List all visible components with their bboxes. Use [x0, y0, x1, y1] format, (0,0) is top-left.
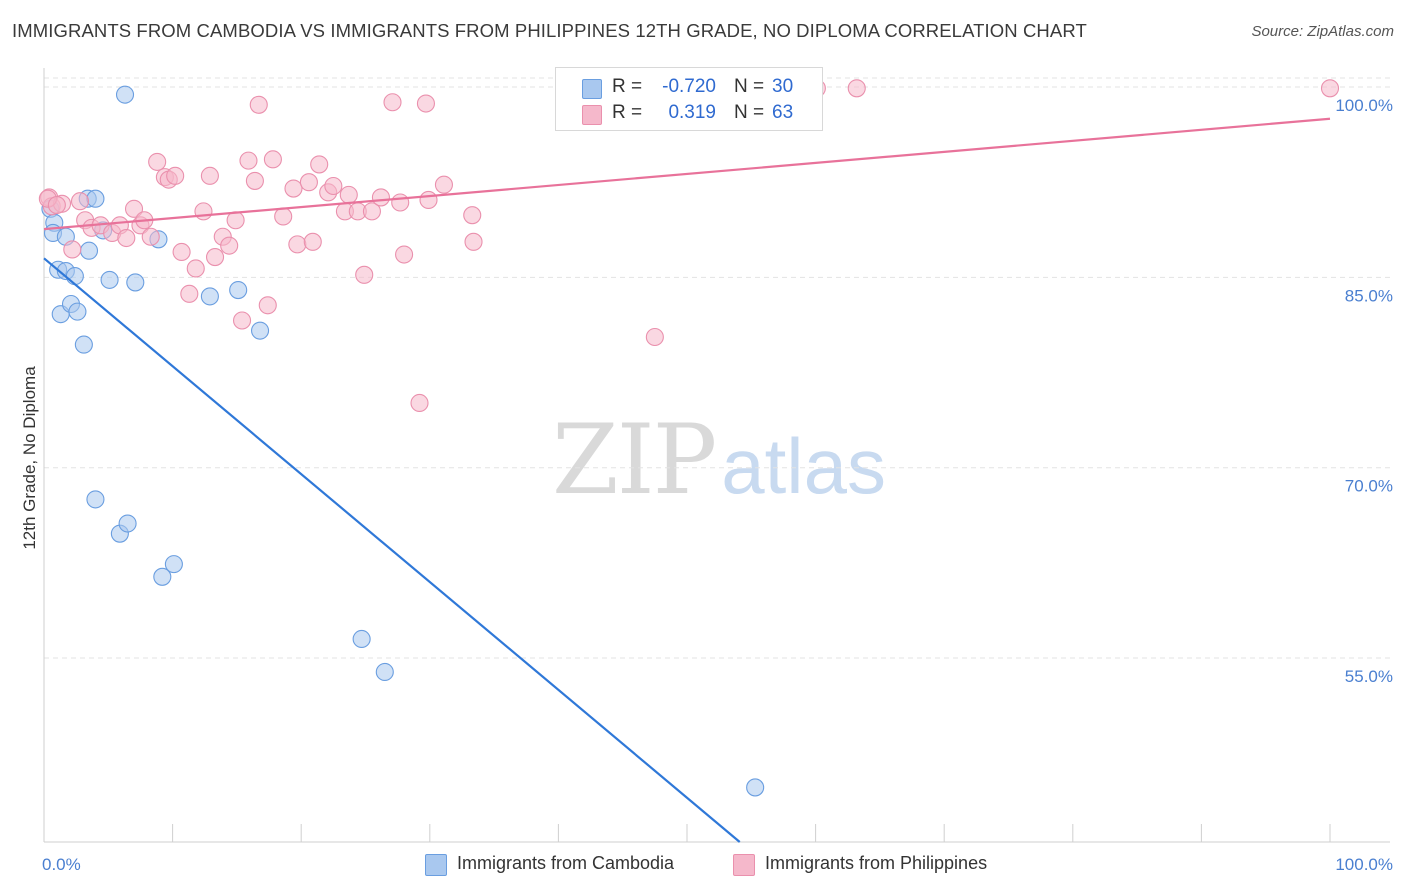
philippines-point: [172, 242, 191, 262]
cambodia-trendline: [43, 257, 741, 843]
x-tick-label: 0.0%: [42, 855, 81, 874]
philippines-point: [419, 190, 438, 210]
x-tick-label: 100.0%: [1335, 855, 1393, 874]
philippines-point: [124, 199, 144, 218]
r-value: -0.720: [662, 76, 716, 97]
cambodia-point: [746, 778, 765, 797]
philippines-point: [274, 207, 293, 226]
cambodia-point: [118, 514, 137, 533]
philippines-point: [166, 166, 185, 185]
n-value: 63: [772, 102, 794, 123]
philippines-point: [310, 155, 329, 174]
stats-legend-row-cambodia: R = -0.720 N = 30: [556, 76, 822, 100]
y-tick-label: 100.0%: [1335, 96, 1393, 115]
legend-item-cambodia[interactable]: Immigrants from Cambodia: [425, 852, 715, 876]
y-tick-label: 70.0%: [1345, 477, 1393, 496]
cambodia-point: [74, 335, 93, 354]
philippines-point: [258, 296, 277, 315]
n-label: N =: [734, 76, 765, 97]
cambodia-point: [65, 267, 84, 286]
philippines-point: [362, 202, 381, 221]
philippines-point: [180, 284, 199, 303]
legend-item-philippines[interactable]: Immigrants from Philippines: [733, 852, 1033, 876]
philippines-point: [288, 235, 307, 254]
watermark-atlas: atlas: [721, 422, 886, 510]
philippines-point: [416, 94, 435, 113]
cambodia-point: [200, 287, 219, 306]
philippines-point: [847, 79, 866, 98]
philippines-point: [148, 152, 167, 171]
cambodia-point: [250, 321, 270, 340]
philippines-point: [141, 227, 160, 246]
philippines-point: [1320, 79, 1340, 98]
cambodia-point: [229, 280, 248, 300]
philippines-swatch: [582, 105, 602, 125]
philippines-legend-swatch: [733, 854, 755, 876]
philippines-point: [383, 93, 402, 112]
cambodia-point: [100, 270, 119, 289]
legend-label-cambodia: Immigrants from Cambodia: [457, 853, 675, 873]
philippines-point: [303, 232, 322, 251]
philippines-point: [391, 193, 410, 212]
philippines-point: [284, 179, 303, 198]
cambodia-point: [375, 662, 394, 682]
philippines-point: [186, 259, 205, 278]
philippines-point: [410, 393, 429, 413]
philippines-point: [395, 245, 414, 264]
philippines-point: [263, 150, 282, 169]
cambodia-point: [126, 273, 145, 292]
watermark-zip: ZIP: [552, 404, 717, 516]
r-value: 0.319: [668, 102, 716, 123]
philippines-point: [299, 173, 318, 192]
watermark: ZIPatlas: [552, 404, 886, 516]
y-tick-label: 55.0%: [1345, 667, 1393, 686]
cambodia-point: [153, 567, 172, 586]
philippines-point: [324, 176, 343, 196]
philippines-point: [63, 240, 82, 259]
philippines-point: [47, 195, 66, 215]
source-label: Source: ZipAtlas.com: [1251, 23, 1394, 40]
philippines-point: [232, 311, 252, 330]
philippines-trendline: [43, 117, 1331, 231]
cambodia-point: [352, 629, 371, 649]
philippines-point: [220, 236, 239, 255]
y-tick-label: 85.0%: [1345, 286, 1393, 305]
r-label: R =: [612, 76, 643, 97]
n-value: 30: [772, 76, 794, 97]
philippines-point: [434, 175, 453, 194]
n-label: N =: [734, 102, 765, 123]
cambodia-point: [86, 490, 105, 509]
philippines-point: [249, 95, 268, 114]
stats-legend: R = -0.720 N = 30 R = 0.319 N = 63: [555, 67, 823, 131]
cambodia-point: [164, 555, 183, 574]
philippines-point: [226, 211, 245, 230]
philippines-point: [463, 206, 482, 225]
philippines-point: [245, 171, 264, 190]
philippines-point: [339, 185, 358, 204]
philippines-point: [205, 248, 225, 267]
philippines-point: [464, 232, 483, 251]
philippines-point: [355, 265, 374, 284]
philippines-point: [239, 151, 258, 170]
philippines-point: [200, 166, 219, 185]
philippines-point: [645, 327, 664, 347]
cambodia-swatch: [582, 79, 602, 99]
cambodia-point: [86, 189, 105, 208]
philippines-point: [194, 202, 213, 221]
cambodia-point: [68, 302, 87, 321]
chart-title: IMMIGRANTS FROM CAMBODIA VS IMMIGRANTS F…: [12, 20, 1087, 41]
philippines-point: [117, 228, 136, 248]
cambodia-legend-swatch: [425, 854, 447, 876]
philippines-point: [371, 188, 390, 207]
legend-label-philippines: Immigrants from Philippines: [765, 853, 988, 873]
cambodia-point: [79, 241, 99, 260]
stats-legend-row-philippines: R = 0.319 N = 63: [556, 102, 822, 126]
cambodia-point: [115, 85, 135, 104]
philippines-point: [70, 192, 90, 211]
r-label: R =: [612, 102, 643, 123]
